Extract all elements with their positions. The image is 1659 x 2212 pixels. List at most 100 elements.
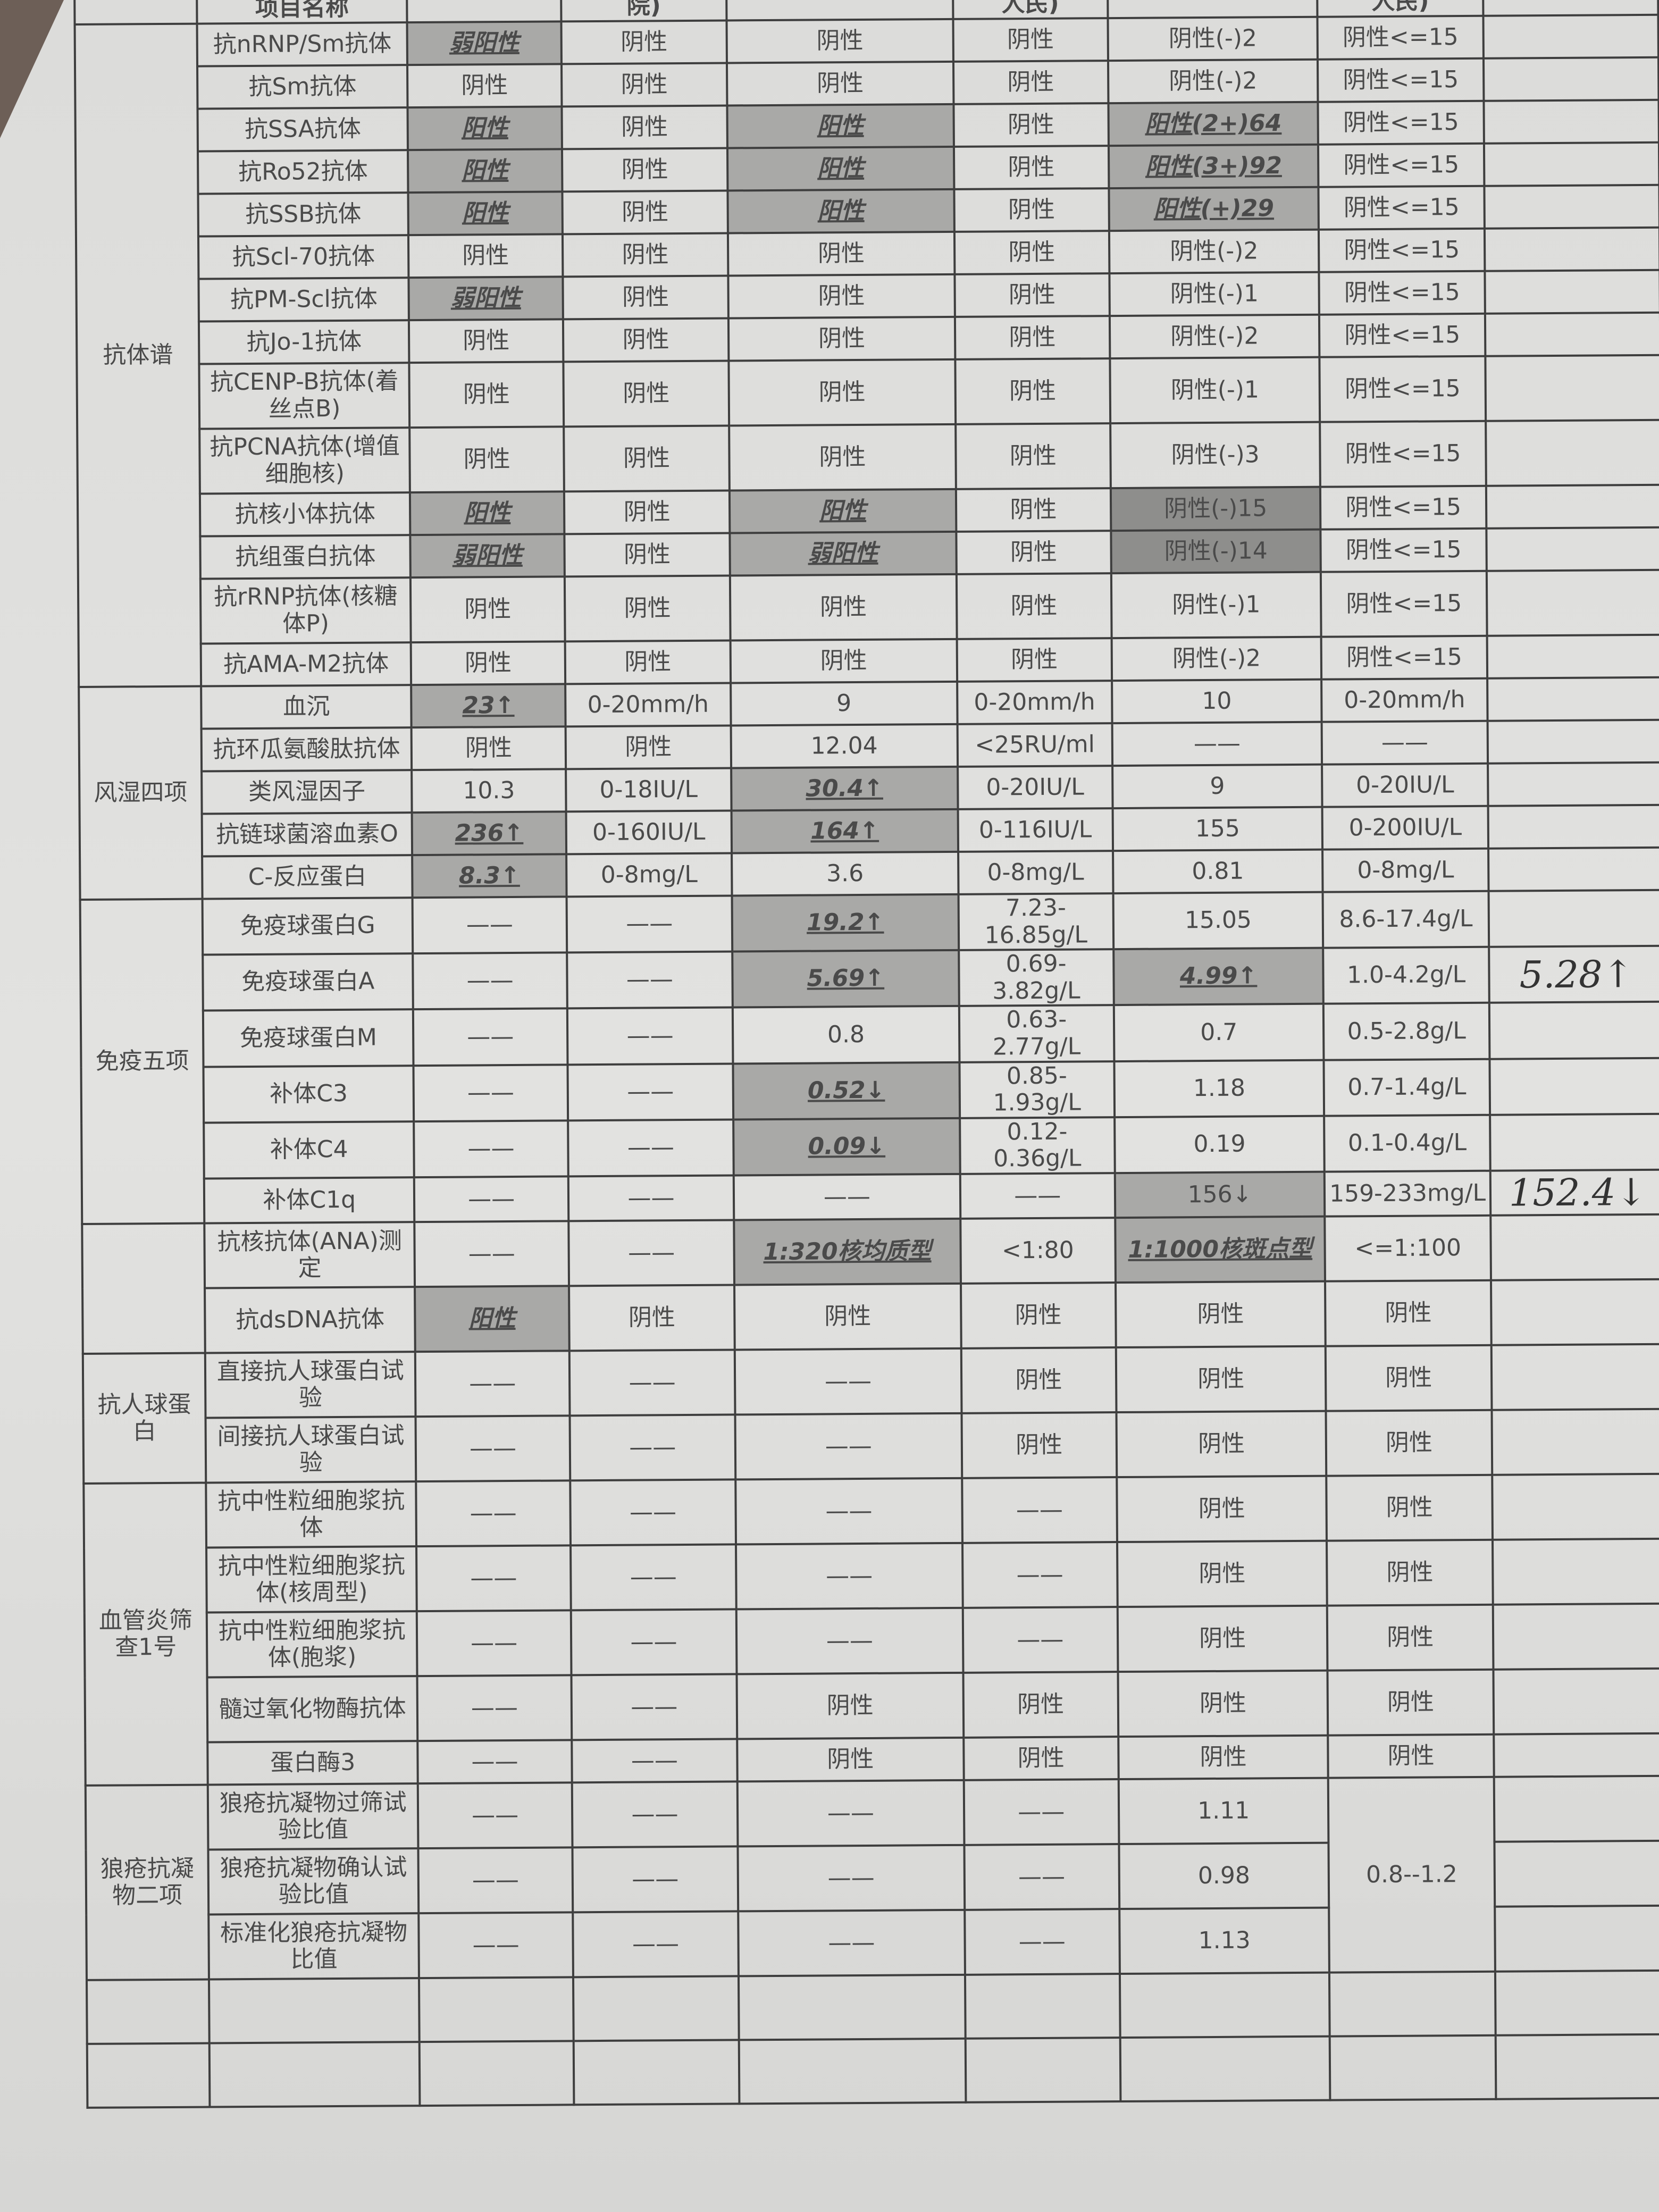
result-cell: 0-20mm/h <box>957 681 1112 724</box>
result-cell: 阴性<=15 <box>1318 143 1485 187</box>
result-cell: —— <box>736 1608 963 1674</box>
result-value: 0-20IU/L <box>1356 770 1454 799</box>
note-cell <box>1492 1539 1659 1605</box>
result-value: <1:80 <box>1001 1236 1074 1264</box>
result-cell: 弱阳性 <box>407 21 562 65</box>
result-value: 阴性 <box>622 240 669 269</box>
result-value: 15.05 <box>1184 906 1252 934</box>
result-value: 阴性 <box>1010 646 1058 673</box>
result-value: 阴性 <box>1008 281 1056 308</box>
result-value: 阳性(2+)64 <box>1145 109 1282 138</box>
result-value: —— <box>1016 1496 1063 1524</box>
result-value: 10.3 <box>463 776 515 805</box>
result-cell: —— <box>961 1477 1117 1544</box>
header-cell-category <box>74 0 197 24</box>
result-value: 阴性 <box>621 198 669 226</box>
reference-range-cell: 0.8--1.2 <box>1328 1777 1495 1973</box>
result-value: —— <box>467 1185 515 1213</box>
note-cell <box>1483 57 1659 101</box>
result-cell: 阳性 <box>727 189 954 233</box>
result-value: 236↑ <box>455 819 524 847</box>
result-cell: 阴性<=15 <box>1319 356 1486 422</box>
note-cell <box>1487 719 1659 764</box>
result-value: 0.98 <box>1197 1862 1251 1890</box>
header-cell: 人民) <box>1317 0 1484 17</box>
result-cell: 阴性 <box>562 233 728 277</box>
result-value: 阴性 <box>623 379 670 407</box>
result-cell: 阴性 <box>562 105 727 149</box>
note-cell <box>1483 14 1658 58</box>
table-row: 免疫球蛋白A —— —— 5.69↑ 0.69-3.82g/L 4.99↑ 1.0-4.2g… <box>80 945 1659 1011</box>
result-cell: 阴性 <box>1327 1605 1494 1671</box>
result-cell: 0-8mg/L <box>958 851 1113 894</box>
item-name: 抗Jo-1抗体 <box>199 320 409 364</box>
result-cell: 0.63-2.77g/L <box>959 1005 1115 1062</box>
result-cell: —— <box>416 1480 571 1547</box>
blank-cell <box>573 1976 739 2041</box>
table-row: 抗rRNP抗体(核糖体P) 阴性 阴性 阴性 阴性 阴性(-)1 阴性<=15 <box>78 569 1659 644</box>
result-cell: 阴性 <box>726 19 953 63</box>
result-cell: —— <box>418 1782 573 1849</box>
result-value: —— <box>626 1021 674 1050</box>
result-cell: 阴性<=15 <box>1319 271 1485 315</box>
result-value: 8.6-17.4g/L <box>1339 905 1473 933</box>
item-name: 补体C3 <box>203 1065 414 1123</box>
item-name: 抗CENP-B抗体(着丝点B) <box>199 363 410 429</box>
blank-cell <box>1495 1971 1659 2036</box>
result-value: 阴性 <box>1385 1299 1432 1327</box>
result-cell: —— <box>416 1545 571 1612</box>
result-cell: 阴性<=15 <box>1318 186 1485 230</box>
result-cell: —— <box>414 1221 569 1287</box>
result-cell: 阴性 <box>953 61 1109 104</box>
result-value: 0-8mg/L <box>1357 856 1454 884</box>
result-value: 阴性 <box>824 1303 872 1330</box>
result-cell: 0.1-0.4g/L <box>1324 1115 1490 1172</box>
result-value: 阴性 <box>621 70 668 98</box>
result-value: 阴性 <box>622 283 669 311</box>
result-cell: 阴性 <box>407 64 562 108</box>
header-cell <box>407 0 562 23</box>
result-value: 3.6 <box>826 859 864 887</box>
result-cell: 阳性 <box>727 146 954 191</box>
note-cell <box>1488 847 1659 891</box>
result-value: 155 <box>1195 815 1241 842</box>
note-cell <box>1486 527 1659 571</box>
item-name: 抗中性粒细胞浆抗体 <box>206 1481 417 1548</box>
result-value: —— <box>823 1183 871 1211</box>
result-cell: —— <box>738 1845 965 1912</box>
result-value: 19.2↑ <box>806 909 884 936</box>
result-value: —— <box>629 1434 676 1461</box>
result-value: 0-20IU/L <box>986 773 1084 801</box>
result-cell: 阴性 <box>409 426 564 493</box>
result-cell: —— <box>571 1674 738 1740</box>
result-cell: —— <box>415 1351 570 1417</box>
result-value: 阴性 <box>1197 1430 1245 1458</box>
result-value: 阴性 <box>1385 1364 1432 1392</box>
result-value: —— <box>1193 730 1241 757</box>
result-cell: 阴性 <box>953 146 1109 189</box>
result-cell: —— <box>738 1910 965 1976</box>
result-value: 阴性 <box>827 1746 874 1773</box>
result-value: 阴性(-)15 <box>1163 495 1268 523</box>
result-value: 弱阳性 <box>808 539 878 567</box>
note-cell <box>1489 1002 1659 1059</box>
result-value: —— <box>825 1432 872 1460</box>
result-value: 阴性 <box>1387 1742 1435 1770</box>
header-cell: 项目名称 <box>197 0 407 24</box>
result-value: 阴性(-)2 <box>1172 644 1261 673</box>
blank-cell <box>1119 1973 1330 2038</box>
header-cell <box>726 0 953 21</box>
result-cell: 阴性 <box>564 575 731 642</box>
result-value: 阴性 <box>623 540 671 568</box>
result-cell: —— <box>962 1542 1118 1608</box>
result-value: 阴性 <box>1199 1560 1246 1588</box>
result-value: 阳性 <box>464 499 511 527</box>
result-cell: 0.98 <box>1119 1843 1329 1909</box>
table-row: 抗中性粒细胞浆抗体(胞浆) —— —— —— —— 阴性 阴性 <box>85 1604 1659 1678</box>
result-value: 阴性 <box>818 324 866 353</box>
result-cell: 0-20IU/L <box>1322 763 1488 807</box>
result-value: 0.69-3.82g/L <box>992 950 1080 1005</box>
result-cell: 阴性 <box>1116 1411 1327 1478</box>
result-value: 阴性(-)14 <box>1164 537 1268 565</box>
result-value: —— <box>466 967 514 995</box>
